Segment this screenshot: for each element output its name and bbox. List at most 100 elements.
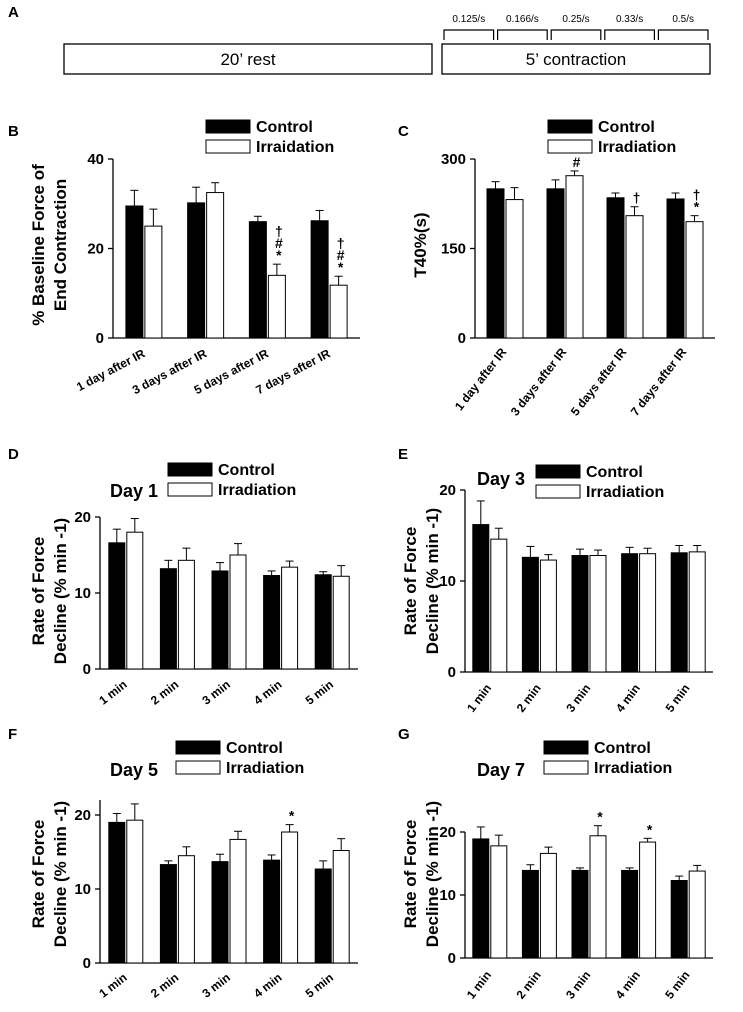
bar-control xyxy=(521,556,539,673)
x-category-label: 5 min xyxy=(303,970,336,1000)
legend-swatch-irradiation xyxy=(167,482,213,497)
bar-irradiation xyxy=(329,284,348,339)
significance-mark: * xyxy=(289,808,295,824)
x-category-label: 7 days after IR xyxy=(628,345,690,419)
rate-bracket xyxy=(443,29,495,40)
legend-swatch-control xyxy=(547,119,593,134)
y-tick-label: 0 xyxy=(458,330,466,347)
significance-mark: * xyxy=(694,199,700,215)
significance-mark: * xyxy=(597,809,603,825)
y-axis-label: Rate of Force Decline (% min -1) xyxy=(401,801,442,947)
panel-b-chart: B 0 20 40 % Baseline Force of End Contraction… xyxy=(8,119,360,397)
x-category-label: 1 min xyxy=(96,970,129,1000)
bar-irradiation xyxy=(126,819,144,964)
panel-c-chart: C 0 150 300 T40%(s) Control Irradiation 1 day a… xyxy=(398,119,715,419)
bar-irradiation xyxy=(267,274,286,339)
bar-control xyxy=(108,821,126,964)
y-tick-label: 0 xyxy=(448,950,456,967)
y-axis-label-line: Rate of Force xyxy=(401,527,420,636)
legend-label: Control xyxy=(594,740,651,757)
panel-label: G xyxy=(398,726,410,743)
x-category-label: 2 min xyxy=(514,681,544,714)
y-tick-label: 40 xyxy=(87,151,104,168)
rate-bracket xyxy=(657,29,709,40)
x-category-label: 5 days after IR xyxy=(568,345,630,419)
y-axis-label-line: Decline (% min -1) xyxy=(423,508,442,654)
bar-irradiation xyxy=(589,555,607,673)
bar-control xyxy=(314,868,332,964)
legend-swatch-irradiation xyxy=(543,760,589,775)
bar-irradiation xyxy=(688,870,706,959)
x-category-label: 3 days after IR xyxy=(508,345,570,419)
bar-control xyxy=(571,555,589,673)
rate-label: 0.33/s xyxy=(616,14,643,25)
legend-label: Irradiation xyxy=(218,482,296,499)
chart-title: Day 7 xyxy=(477,760,525,780)
bar-control xyxy=(263,859,281,964)
bar-control xyxy=(125,205,144,339)
x-category-label: 4 min xyxy=(251,677,284,707)
bar-irradiation xyxy=(685,221,704,339)
y-axis-label: Rate of Force Decline (% min -1) xyxy=(401,508,442,654)
x-category-label: 4 min xyxy=(613,681,643,714)
x-category-label: 1 min xyxy=(464,681,494,714)
rate-label: 0.5/s xyxy=(672,14,694,25)
bar-irradiation xyxy=(229,554,247,670)
legend-label: Irradiation xyxy=(598,139,676,156)
x-category-label: 5 min xyxy=(663,681,693,714)
y-tick-label: 0 xyxy=(83,955,91,972)
significance-mark: # xyxy=(573,154,581,170)
bar-irradiation xyxy=(177,855,195,964)
legend-swatch-control xyxy=(543,740,589,755)
bar-control xyxy=(472,524,490,673)
legend-swatch-irradiation xyxy=(535,484,581,499)
bar-control xyxy=(159,864,177,964)
y-tick-label: 10 xyxy=(74,881,91,898)
panel-label: D xyxy=(8,446,19,463)
significance-mark: # xyxy=(337,247,345,263)
bar-irradiation xyxy=(639,553,657,673)
y-axis-label-line: Decline (% min -1) xyxy=(51,518,70,664)
bar-control xyxy=(187,202,206,339)
legend-label: Control xyxy=(256,119,313,136)
legend-swatch-irradiation xyxy=(205,139,251,154)
stimulation-rate-brackets: 0.125/s 0.166/s 0.25/s 0.33/s 0.5/s xyxy=(443,14,709,40)
x-category-label: 3 min xyxy=(563,681,593,714)
bar-control xyxy=(211,861,229,964)
bar-irradiation xyxy=(539,852,557,959)
rate-label: 0.166/s xyxy=(506,14,539,25)
bar-control xyxy=(621,553,639,673)
bar-irradiation xyxy=(688,551,706,673)
y-tick-label: 150 xyxy=(441,241,466,258)
legend-swatch-control xyxy=(175,740,221,755)
significance-mark: * xyxy=(338,259,344,275)
rate-bracket xyxy=(497,29,548,40)
legend-swatch-irradiation xyxy=(547,139,593,154)
significance-mark: † xyxy=(337,235,345,251)
legend-swatch-control xyxy=(535,464,581,479)
y-tick-label: 20 xyxy=(439,482,456,499)
bar-control xyxy=(310,220,329,339)
significance-mark: * xyxy=(647,821,653,837)
y-axis-label: Rate of Force Decline (% min -1) xyxy=(29,801,70,947)
significance-mark: † xyxy=(275,223,283,239)
legend-swatch-control xyxy=(167,462,213,477)
contraction-period-box xyxy=(441,43,711,75)
bar-control xyxy=(670,880,688,959)
bar-irradiation xyxy=(505,199,524,339)
bar-irradiation xyxy=(625,215,644,339)
x-category-label: 3 min xyxy=(200,677,233,707)
bar-irradiation xyxy=(281,831,299,964)
bar-irradiation xyxy=(332,575,350,670)
bar-control xyxy=(621,869,639,959)
x-category-label: 5 min xyxy=(303,677,336,707)
bar-irradiation xyxy=(565,175,584,339)
x-category-label: 3 min xyxy=(563,968,593,1001)
bar-irradiation xyxy=(144,225,163,339)
y-tick-label: 0 xyxy=(448,664,456,681)
legend-label: Irraidation xyxy=(256,139,334,156)
y-tick-label: 10 xyxy=(439,573,456,590)
